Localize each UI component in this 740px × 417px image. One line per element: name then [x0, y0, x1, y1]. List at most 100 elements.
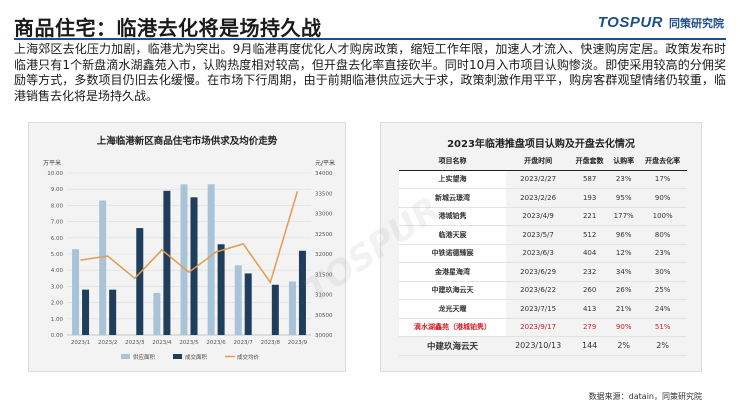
- title-divider: [14, 38, 726, 40]
- cell-sold: 80%: [638, 225, 687, 245]
- cell-name: 中铁诺德臻宸: [399, 244, 507, 263]
- ytick-right: 32000: [315, 252, 333, 258]
- ytick-left: 5.00: [51, 252, 64, 258]
- cell-sold: 24%: [638, 299, 687, 319]
- cell-date: 2023/7/15: [506, 299, 571, 319]
- supply-bar: [207, 184, 215, 335]
- header-rate: 认购率: [609, 153, 639, 171]
- cell-rate: 90%: [609, 318, 639, 337]
- cell-name: 上实望海: [399, 170, 507, 189]
- cell-units: 512: [570, 225, 610, 245]
- brand-logo: TOSPUR 同策研究院: [598, 14, 724, 31]
- ylabel-right: 元/平米: [315, 159, 335, 167]
- table-row: 港城铂隽 2023/4/9 221 177% 100%: [399, 207, 687, 226]
- deal-bar: [244, 273, 252, 335]
- ytick-right: 33500: [315, 191, 333, 197]
- cell-date: 2023/10/13: [506, 336, 571, 356]
- cell-date: 2023/5/7: [506, 225, 571, 245]
- header-sold: 开盘去化率: [638, 153, 687, 171]
- cell-name: 港城铂隽: [399, 207, 507, 226]
- deal-bar: [298, 250, 306, 335]
- deal-bar: [217, 244, 225, 335]
- ytick-left: 3.00: [51, 284, 64, 290]
- table-row: 滴水湖鑫苑（港城铂隽） 2023/9/17 279 90% 51%: [399, 318, 687, 337]
- cell-date: 2023/6/29: [506, 262, 571, 282]
- cell-rate: 177%: [609, 207, 639, 226]
- cell-units: 144: [570, 336, 610, 356]
- ytick-left: 1.00: [51, 317, 64, 323]
- table-row: 中铁诺德臻宸 2023/6/3 404 12% 23%: [399, 244, 687, 263]
- cell-rate: 26%: [609, 281, 639, 300]
- ytick-right: 30000: [315, 333, 333, 339]
- deal-bar: [109, 289, 117, 335]
- cell-date: 2023/9/17: [506, 318, 571, 337]
- header-units: 开盘套数: [570, 153, 610, 171]
- ytick-right: 31500: [315, 272, 333, 278]
- legend-label: 供应面积: [133, 353, 156, 361]
- deal-bar: [163, 190, 171, 335]
- cell-rate: 23%: [609, 170, 639, 189]
- cell-name: 中建玖海云天: [399, 336, 507, 356]
- cell-name: 临港天宸: [399, 225, 507, 245]
- cell-name: 中建玖海云天: [399, 281, 507, 300]
- chart-panel: 上海临港新区商品住宅市场供求及均价走势 万平米 元/平米 0.00 1.00 2.00 3…: [28, 122, 346, 372]
- xtick-label: 2023/7: [234, 340, 254, 346]
- deal-bar: [136, 228, 144, 335]
- cell-sold: 30%: [638, 262, 687, 282]
- supply-bar: [180, 184, 188, 335]
- xtick-label: 2023/3: [125, 340, 145, 346]
- ytick-right: 32500: [315, 232, 333, 238]
- deal-bar: [190, 197, 198, 335]
- cell-units: 413: [570, 299, 610, 319]
- ytick-left: 0.00: [51, 333, 64, 339]
- table-row: 上实望海 2023/2/27 587 23% 17%: [399, 170, 687, 189]
- cell-date: 2023/2/27: [506, 170, 571, 189]
- cell-name: 新城云璟湾: [399, 188, 507, 208]
- cell-date: 2023/4/9: [506, 207, 571, 226]
- cell-name: 龙光天曜: [399, 299, 507, 319]
- table-row: 中建玖海云天 2023/6/22 260 26% 25%: [399, 281, 687, 300]
- cell-sold: 23%: [638, 244, 687, 263]
- cell-units: 404: [570, 244, 610, 263]
- project-table: 项目名称 开盘时间 开盘套数 认购率 开盘去化率 上实望海 2023/2/27 587 23%…: [399, 153, 687, 356]
- cell-date: 2023/2/26: [506, 188, 571, 208]
- xtick-label: 2023/5: [179, 340, 199, 346]
- avg-price-line: [80, 191, 299, 285]
- data-source: 数据来源：datain，同策研究院: [588, 392, 702, 401]
- ytick-left: 7.00: [51, 220, 64, 226]
- cell-rate: 95%: [609, 188, 639, 208]
- cell-rate: 21%: [609, 299, 639, 319]
- legend-swatch: [121, 354, 130, 359]
- header-date: 开盘时间: [506, 153, 571, 171]
- table-body: 上实望海 2023/2/27 587 23% 17% 新城云璟湾 2023/2/26 193 9…: [399, 170, 687, 356]
- ytick-left: 2.00: [51, 301, 64, 307]
- cell-date: 2023/6/22: [506, 281, 571, 300]
- ytick-right: 30500: [315, 313, 333, 319]
- legend-label: 成交面积: [185, 353, 208, 361]
- cell-sold: 90%: [638, 188, 687, 208]
- ytick-left: 4.00: [51, 268, 64, 274]
- xtick-label: 2023/2: [98, 340, 117, 346]
- xtick-label: 2023/9: [288, 340, 308, 346]
- cell-units: 260: [570, 281, 610, 300]
- xtick-label: 2023/4: [152, 340, 172, 346]
- legend-swatch: [173, 354, 182, 359]
- supply-bar: [234, 265, 242, 335]
- cell-sold: 2%: [638, 336, 687, 356]
- table-row: 金港星海湾 2023/6/29 232 34% 30%: [399, 262, 687, 282]
- xtick-label: 2023/8: [261, 340, 281, 346]
- deal-bar: [271, 284, 279, 335]
- cell-rate: 34%: [609, 262, 639, 282]
- cell-rate: 96%: [609, 225, 639, 245]
- logo-text: 同策研究院: [669, 16, 724, 30]
- cell-sold: 17%: [638, 170, 687, 189]
- table-row: 新城云璟湾 2023/2/26 193 95% 90%: [399, 188, 687, 208]
- xtick-label: 2023/1: [71, 340, 90, 346]
- cell-units: 587: [570, 170, 610, 189]
- supply-bar: [72, 249, 80, 335]
- ytick-right: 33000: [315, 212, 333, 218]
- table-panel: 2023年临港推盘项目认购及开盘去化情况 项目名称 开盘时间 开盘套数 认购率 开盘去化…: [380, 122, 702, 372]
- cell-date: 2023/6/3: [506, 244, 571, 263]
- ytick-right: 34000: [315, 171, 333, 177]
- table-row: 临港天宸 2023/5/7 512 96% 80%: [399, 225, 687, 245]
